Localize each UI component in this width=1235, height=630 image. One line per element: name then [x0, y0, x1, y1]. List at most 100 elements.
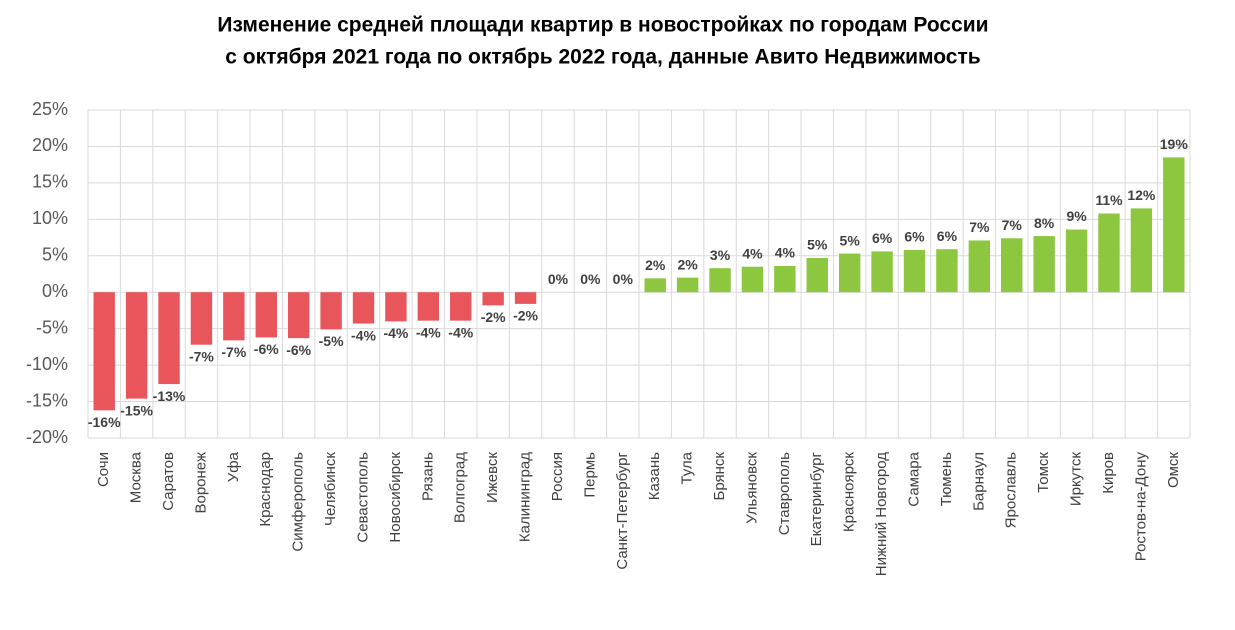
bar — [385, 292, 407, 322]
x-tick-label: Иркутск — [1068, 452, 1085, 507]
bar — [741, 266, 764, 293]
value-label: 3% — [710, 247, 731, 263]
y-tick-label: 5% — [42, 245, 68, 265]
bar — [352, 292, 375, 324]
x-tick-label: Волгоград — [452, 452, 469, 523]
bar — [287, 292, 310, 339]
x-tick-label: Челябинск — [322, 452, 339, 526]
value-label: 4% — [775, 245, 796, 261]
value-label: 12% — [1127, 187, 1156, 203]
bar — [644, 278, 666, 293]
x-tick-label: Рязань — [419, 452, 436, 501]
y-tick-label: 20% — [32, 135, 68, 155]
x-tick-label: Ульяновск — [743, 452, 760, 524]
x-tick-label: Томск — [1035, 452, 1052, 493]
x-tick-label: Краснодар — [257, 452, 274, 527]
bar — [1098, 213, 1120, 293]
bar — [806, 257, 828, 293]
x-tick-label: Россия — [549, 452, 566, 501]
value-label: -2% — [481, 309, 506, 325]
bar — [903, 249, 926, 293]
value-label: -4% — [383, 325, 408, 341]
x-tick-label: Калининград — [517, 452, 534, 542]
bar — [320, 292, 342, 330]
value-label: 6% — [872, 230, 893, 246]
value-label: 6% — [904, 229, 925, 245]
bar — [223, 292, 245, 341]
value-label: -4% — [351, 327, 376, 343]
value-label: -6% — [286, 342, 311, 358]
bar — [1001, 238, 1023, 293]
x-tick-label: Уфа — [225, 451, 242, 482]
chart-title: с октября 2021 года по октябрь 2022 года… — [225, 46, 980, 69]
bar — [1033, 236, 1055, 293]
x-tick-label: Москва — [128, 451, 145, 503]
bar — [871, 251, 893, 293]
bar — [838, 253, 861, 293]
x-tick-label: Симферополь — [290, 452, 307, 552]
bar — [125, 292, 148, 399]
y-tick-label: -15% — [26, 390, 68, 410]
chart-title: Изменение средней площади квартир в ново… — [217, 14, 988, 37]
x-tick-label: Брянск — [711, 452, 728, 501]
value-label: 6% — [937, 228, 958, 244]
x-tick-label: Севастополь — [354, 452, 371, 543]
y-tick-label: -10% — [26, 354, 68, 374]
value-label: 0% — [580, 271, 601, 287]
bar — [450, 292, 472, 321]
x-tick-label: Киров — [1100, 452, 1117, 494]
x-tick-label: Красноярск — [841, 452, 858, 533]
value-label: -5% — [319, 333, 344, 349]
value-label: 5% — [807, 237, 828, 253]
y-tick-label: 0% — [42, 281, 68, 301]
x-tick-label: Тула — [679, 451, 696, 484]
value-label: 0% — [613, 271, 634, 287]
bar — [417, 292, 440, 321]
value-label: 2% — [678, 256, 699, 272]
y-tick-label: -20% — [26, 427, 68, 447]
x-tick-label: Казань — [646, 452, 663, 500]
y-tick-label: 10% — [32, 208, 68, 228]
value-label: -7% — [221, 344, 246, 360]
bar — [936, 249, 958, 293]
x-tick-label: Ярославль — [1003, 452, 1020, 528]
y-tick-label: -5% — [36, 317, 68, 337]
value-label: -13% — [153, 388, 186, 404]
value-label: 8% — [1034, 215, 1055, 231]
value-label: 7% — [1002, 217, 1023, 233]
value-label: 5% — [840, 232, 861, 248]
bar — [1065, 229, 1088, 293]
bar — [774, 265, 796, 293]
x-tick-label: Сочи — [95, 452, 112, 487]
value-label: 11% — [1095, 192, 1123, 208]
value-label: 19% — [1160, 136, 1189, 152]
x-tick-label: Пермь — [581, 452, 598, 498]
x-tick-label: Саратов — [160, 452, 177, 511]
value-label: -4% — [448, 324, 473, 340]
bar — [1163, 157, 1185, 293]
value-label: -16% — [88, 414, 121, 430]
value-label: 2% — [645, 257, 666, 273]
x-tick-label: Тюмень — [938, 452, 955, 507]
value-label: -15% — [120, 402, 153, 418]
x-tick-label: Самара — [905, 451, 922, 506]
bar — [255, 292, 277, 338]
x-tick-label: Новосибирск — [387, 452, 404, 543]
x-tick-label: Омск — [1165, 452, 1182, 488]
y-tick-label: 15% — [32, 172, 68, 192]
value-label: 7% — [969, 219, 990, 235]
y-tick-label: 25% — [32, 99, 68, 119]
bar — [1130, 208, 1153, 293]
x-tick-label: Нижний Новгород — [873, 452, 890, 576]
bar — [158, 292, 180, 385]
bar — [482, 292, 504, 306]
x-tick-label: Ставрополь — [776, 452, 793, 535]
value-label: 0% — [548, 271, 569, 287]
x-tick-label: Барнаул — [970, 452, 987, 511]
value-label: -7% — [189, 348, 214, 364]
x-tick-label: Воронеж — [192, 452, 209, 514]
value-label: -4% — [416, 324, 441, 340]
value-label: -6% — [254, 341, 279, 357]
value-label: 9% — [1066, 208, 1087, 224]
